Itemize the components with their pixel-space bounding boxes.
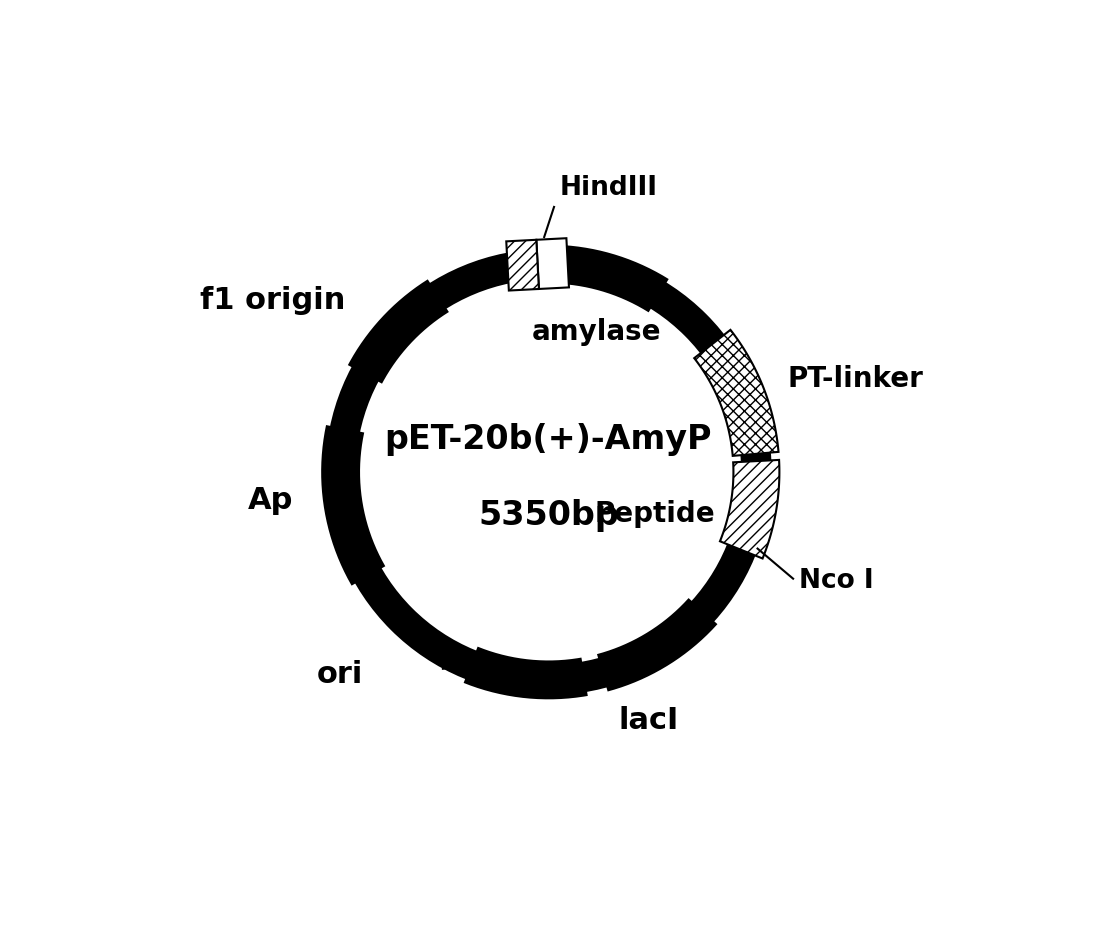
Text: ori: ori: [317, 660, 363, 688]
Text: Ap: Ap: [248, 486, 293, 515]
Polygon shape: [720, 460, 779, 559]
Text: 5350bp: 5350bp: [478, 499, 619, 532]
Polygon shape: [507, 240, 539, 291]
Text: Nco I: Nco I: [799, 568, 873, 595]
Polygon shape: [591, 656, 619, 684]
Text: PT-linker: PT-linker: [788, 365, 924, 393]
Text: amylase: amylase: [532, 318, 661, 346]
Text: pET-20b(+)-AmyP: pET-20b(+)-AmyP: [385, 423, 712, 456]
Polygon shape: [536, 238, 569, 289]
Text: Peptide: Peptide: [595, 499, 715, 528]
Text: HindIII: HindIII: [559, 176, 657, 201]
Polygon shape: [442, 642, 471, 669]
Text: f1 origin: f1 origin: [200, 286, 346, 314]
Text: lacI: lacI: [619, 706, 679, 735]
Polygon shape: [694, 329, 779, 456]
